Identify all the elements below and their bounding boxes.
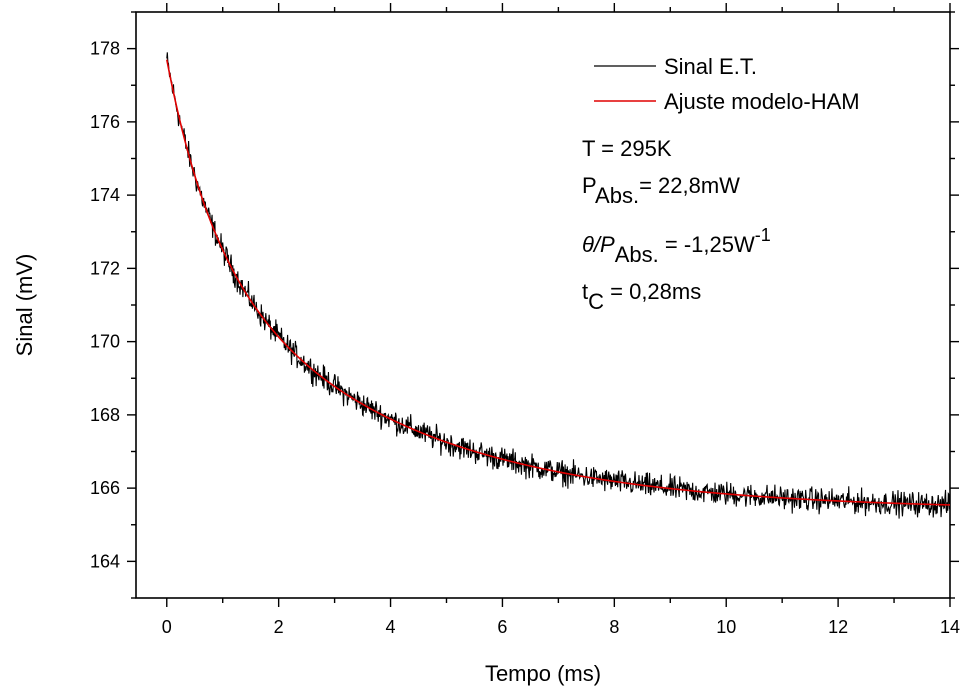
legend-label-ajuste: Ajuste modelo-HAM: [664, 89, 860, 114]
annotation-tc-main: t: [582, 279, 588, 304]
annotation-power-sub: Abs.: [595, 183, 639, 208]
y-tick-label: 174: [90, 185, 120, 205]
x-tick-label: 8: [609, 617, 619, 637]
annotation-tc: tC = 0,28ms: [582, 279, 701, 314]
annotation-block: T = 295K PAbs.= 22,8mW θ/PAbs. = -1,25W-…: [582, 136, 771, 314]
annotation-theta-value: = -1,25W: [659, 232, 755, 257]
x-tick-label: 10: [716, 617, 736, 637]
annotation-tc-value: = 0,28ms: [604, 279, 701, 304]
y-tick-label: 178: [90, 39, 120, 59]
annotation-power-main: P: [582, 173, 596, 198]
x-tick-label: 12: [828, 617, 848, 637]
y-tick-label: 170: [90, 332, 120, 352]
x-tick-label: 2: [274, 617, 284, 637]
ticks-layer: 0 2 4 6 8 10 12 14 164 166 168 170 172 174 176 178: [90, 3, 960, 637]
x-tick-label: 0: [162, 617, 172, 637]
annotation-temperature: T = 295K: [582, 136, 672, 161]
annotation-theta-symbol: θ/P: [582, 232, 615, 257]
y-tick-label: 172: [90, 258, 120, 278]
y-tick-label: 168: [90, 405, 120, 425]
series-line-sinal: [166, 52, 951, 519]
series-line-ajuste: [165, 59, 951, 506]
annotation-tc-sub: C: [588, 289, 604, 314]
series-layer: [165, 52, 951, 519]
annotation-power: PAbs.= 22,8mW: [582, 173, 740, 208]
legend-label-sinal: Sinal E.T.: [664, 54, 757, 79]
annotation-power-value: = 22,8mW: [639, 173, 740, 198]
x-axis-title: Tempo (ms): [485, 661, 601, 686]
x-tick-label: 4: [386, 617, 396, 637]
x-tick-label: 14: [940, 617, 960, 637]
annotation-theta: θ/PAbs. = -1,25W-1: [582, 225, 771, 267]
y-axis-title: Sinal (mV): [12, 254, 37, 357]
annotation-theta-sup: -1: [755, 225, 771, 245]
y-tick-label: 164: [90, 551, 120, 571]
legend: Sinal E.T. Ajuste modelo-HAM: [594, 54, 860, 114]
y-tick-label: 166: [90, 478, 120, 498]
x-tick-label: 6: [497, 617, 507, 637]
annotation-theta-sub: Abs.: [615, 242, 659, 267]
y-tick-label: 176: [90, 112, 120, 132]
